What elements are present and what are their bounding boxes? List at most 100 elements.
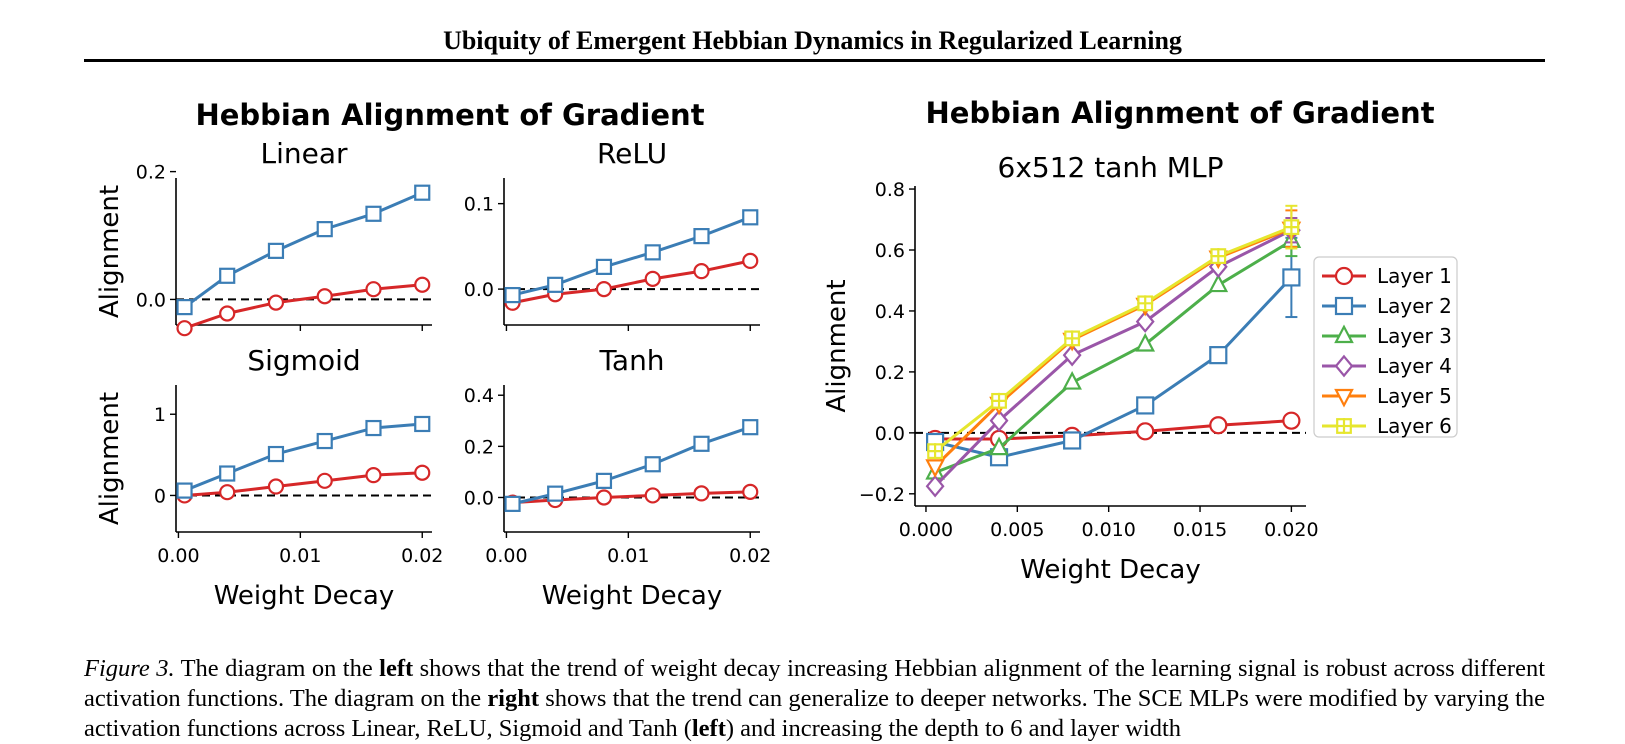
legend-label: Layer 1 bbox=[1377, 264, 1452, 288]
y-axis-label: Alignment bbox=[95, 392, 125, 525]
marker-square bbox=[595, 258, 613, 275]
marker-circle bbox=[1334, 266, 1354, 286]
legend-label: Layer 4 bbox=[1377, 354, 1452, 378]
marker-diamond bbox=[1135, 310, 1155, 333]
series-square bbox=[504, 419, 759, 512]
caption-text: shows that the trend of weight decay inc… bbox=[84, 655, 1545, 712]
marker-square bbox=[693, 228, 710, 245]
marker-square bbox=[219, 267, 236, 284]
caption-bold: left bbox=[691, 715, 726, 742]
marker-square bbox=[644, 244, 661, 261]
marker-square bbox=[176, 299, 193, 316]
y-tick-label: 0 bbox=[154, 485, 166, 507]
caption-bold: right bbox=[487, 685, 540, 712]
series-line bbox=[183, 191, 423, 309]
marker-circle bbox=[742, 483, 759, 500]
marker-square bbox=[693, 435, 710, 452]
marker-triangle bbox=[1135, 332, 1156, 352]
x-tick-label: 0.015 bbox=[1173, 519, 1227, 541]
x-tick-label: 0.00 bbox=[157, 545, 199, 567]
y-tick-label: 0.0 bbox=[136, 289, 166, 311]
marker-square bbox=[547, 276, 564, 293]
marker-circle bbox=[693, 263, 710, 280]
left-panel-title: Hebbian Alignment of Gradient bbox=[195, 98, 704, 132]
x-tick-label: 0.020 bbox=[1264, 519, 1318, 541]
marker-diamond bbox=[1334, 354, 1354, 378]
marker-triangle-down bbox=[925, 459, 945, 478]
marker-triangle-down bbox=[1334, 388, 1354, 408]
chart-3: Sigmoid 0 1 0.00 0.01 0.02 Alignment Weight Dec… bbox=[95, 344, 443, 611]
figure-caption: Figure 3. The diagram on the left shows … bbox=[84, 654, 1545, 744]
chart-title: ReLU bbox=[597, 137, 667, 170]
chart-title: Sigmoid bbox=[247, 344, 360, 377]
series-square bbox=[504, 209, 759, 304]
marker-triangle bbox=[1208, 273, 1229, 293]
series-square bbox=[176, 184, 431, 316]
x-tick-label: 0.005 bbox=[990, 519, 1044, 541]
marker-circle bbox=[1282, 411, 1301, 430]
series-layer-6 bbox=[927, 204, 1300, 460]
marker-circle bbox=[1136, 422, 1155, 441]
series-circle bbox=[176, 276, 431, 337]
marker-square bbox=[742, 419, 759, 436]
y-tick-label: −0.2 bbox=[859, 484, 905, 506]
marker-triangle bbox=[1334, 324, 1354, 344]
figure-3: Hebbian Alignment of Gradient Hebbian Al… bbox=[95, 96, 1458, 611]
marker-circle bbox=[595, 281, 613, 298]
legend-label: Layer 3 bbox=[1377, 324, 1452, 348]
chart-title: Tanh bbox=[598, 344, 664, 377]
marker-circle bbox=[267, 478, 285, 495]
marker-square bbox=[267, 445, 285, 463]
series-square bbox=[176, 415, 431, 499]
y-tick-label: 0.8 bbox=[875, 179, 905, 201]
y-tick-label: 0.4 bbox=[875, 301, 905, 323]
marker-square bbox=[742, 209, 759, 226]
marker-circle bbox=[742, 252, 759, 270]
marker-square bbox=[595, 472, 613, 489]
marker-circle bbox=[414, 276, 431, 293]
marker-square bbox=[1282, 268, 1301, 287]
chart-title: 6x512 tanh MLP bbox=[998, 151, 1224, 184]
y-tick-label: 0.4 bbox=[464, 385, 494, 407]
marker-square bbox=[504, 286, 521, 304]
legend-label: Layer 5 bbox=[1377, 384, 1452, 408]
marker-circle bbox=[1209, 416, 1228, 435]
x-axis-label: Weight Decay bbox=[1020, 555, 1200, 585]
marker-square bbox=[267, 242, 285, 259]
x-tick-label: 0.01 bbox=[279, 545, 321, 567]
y-tick-label: 1 bbox=[154, 404, 166, 426]
marker-circle bbox=[176, 320, 193, 337]
marker-square bbox=[644, 456, 661, 473]
y-tick-label: 0.2 bbox=[136, 162, 166, 184]
marker-square bbox=[316, 221, 333, 238]
series-layer-4 bbox=[925, 217, 1301, 498]
x-tick-label: 0.000 bbox=[899, 519, 953, 541]
chart-1: Linear 0.0 0.2 Alignment bbox=[95, 137, 432, 337]
marker-circle bbox=[693, 485, 710, 502]
marker-circle bbox=[365, 281, 382, 298]
chart-2: ReLU 0.0 0.1 bbox=[464, 137, 760, 331]
marker-diamond bbox=[989, 409, 1009, 432]
marker-square bbox=[1136, 396, 1155, 415]
series-circle bbox=[176, 464, 431, 504]
x-tick-label: 0.01 bbox=[607, 545, 649, 567]
chart-title: Linear bbox=[260, 137, 348, 170]
x-axis-label: Weight Decay bbox=[542, 581, 722, 611]
marker-square bbox=[316, 432, 333, 450]
marker-circle bbox=[219, 484, 236, 501]
chart-4: Tanh 0.0 0.2 0.4 0.00 0.01 0.02 Weight Decay bbox=[464, 344, 772, 611]
marker-square bbox=[1209, 346, 1228, 365]
marker-square bbox=[1063, 431, 1082, 450]
series-layer-2 bbox=[925, 236, 1301, 467]
marker-square bbox=[365, 205, 382, 222]
marker-triangle bbox=[989, 436, 1009, 456]
header-rule bbox=[84, 59, 1545, 62]
x-tick-label: 0.00 bbox=[485, 545, 527, 567]
series-line bbox=[934, 239, 1293, 474]
y-axis-label: Alignment bbox=[95, 185, 125, 318]
series-circle bbox=[504, 252, 759, 311]
caption-text: ) and increasing the depth to 6 and laye… bbox=[725, 715, 1182, 742]
series-line bbox=[935, 419, 1292, 441]
marker-square bbox=[176, 482, 193, 499]
marker-square bbox=[219, 465, 236, 482]
